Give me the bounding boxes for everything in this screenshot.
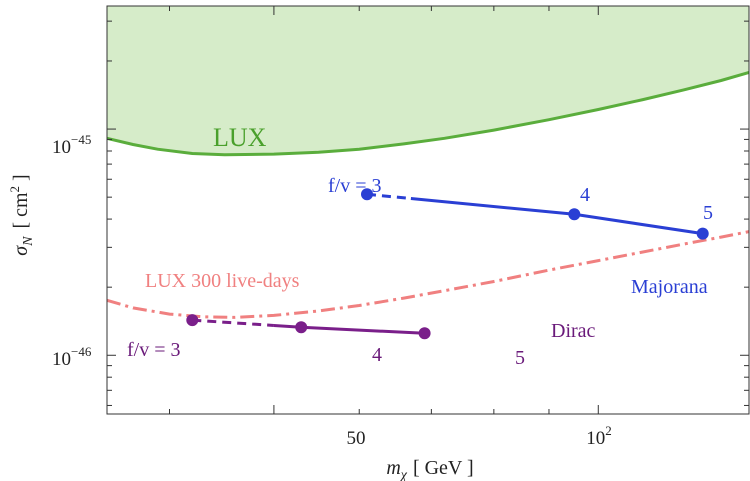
- dirac-dashed-segment: [192, 318, 274, 327]
- dirac-label-5: 5: [515, 347, 525, 369]
- dirac-point: [186, 314, 199, 327]
- dirac-label-f3: f/v = 3: [127, 339, 181, 361]
- y-axis-title: σN[ cm2 ]: [7, 174, 36, 255]
- lux300-label: LUX 300 live-days: [145, 270, 300, 292]
- y-tick-label-1e-46: 10−46: [52, 344, 92, 370]
- dirac-label: Dirac: [551, 320, 596, 342]
- lux-label: LUX: [213, 123, 267, 152]
- majorana-solid-segment: [410, 197, 703, 236]
- majorana-point: [696, 227, 709, 240]
- dirac-label-4: 4: [372, 344, 382, 366]
- x-axis-title: mχ[ GeV ]: [386, 457, 473, 481]
- majorana-label-f3: f/v = 3: [328, 175, 382, 197]
- majorana-label-5: 5: [703, 202, 713, 224]
- x-tick-label-100: 102: [586, 423, 612, 449]
- dirac-point: [295, 321, 308, 334]
- lux-exclusion-curve: [107, 70, 749, 157]
- lux-exclusion-region: [107, 6, 749, 155]
- majorana-point: [568, 208, 581, 221]
- x-tick-label-50: 50: [347, 428, 366, 449]
- majorana-label-4: 4: [580, 184, 590, 206]
- plot-frame: [106, 5, 750, 415]
- majorana-dashed-segment: [366, 192, 412, 200]
- y-tick-label-1e-45: 10−45: [52, 132, 91, 158]
- majorana-label: Majorana: [631, 276, 708, 298]
- axis-ticks: [107, 6, 749, 414]
- majorana-point: [361, 188, 373, 201]
- dirac-point: [418, 327, 431, 340]
